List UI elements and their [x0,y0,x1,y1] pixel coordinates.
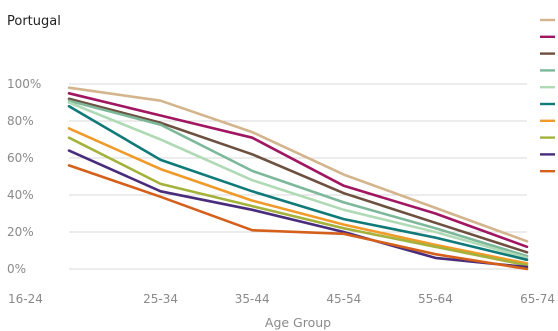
x-tick-label: 25-34 [143,292,178,306]
series-lines [67,86,529,271]
y-tick-label: 100% [7,77,41,91]
x-axis-title: Age Group [265,315,331,330]
gridlines [69,83,527,270]
series-line [67,127,529,265]
series-line [67,86,529,243]
x-tick-label: 35-44 [235,292,270,306]
y-tick-label: 60% [7,151,34,165]
y-tick-label: 40% [7,188,34,202]
y-tick-label: 80% [7,114,34,128]
series-line [67,101,529,260]
y-axis: 0% 20% 40% 60% 80% 100% [7,77,41,276]
chart-title: Portugal [7,14,61,29]
series-line [67,136,529,267]
x-tick-label: 65-74 [520,292,555,306]
series-line [67,97,529,254]
x-tick-label: 45-54 [326,292,361,306]
series-line [67,104,529,262]
series-line [67,92,529,249]
x-tick-label: 16-24 [8,292,43,306]
series-line [67,99,529,258]
x-axis: 16-24 25-34 35-44 45-54 55-64 65-74 [8,292,555,306]
series-line [67,149,529,269]
series-line [67,164,529,271]
legend [540,18,555,173]
x-tick-label: 55-64 [418,292,453,306]
y-tick-label: 0% [7,262,26,276]
y-tick-label: 20% [7,225,34,239]
